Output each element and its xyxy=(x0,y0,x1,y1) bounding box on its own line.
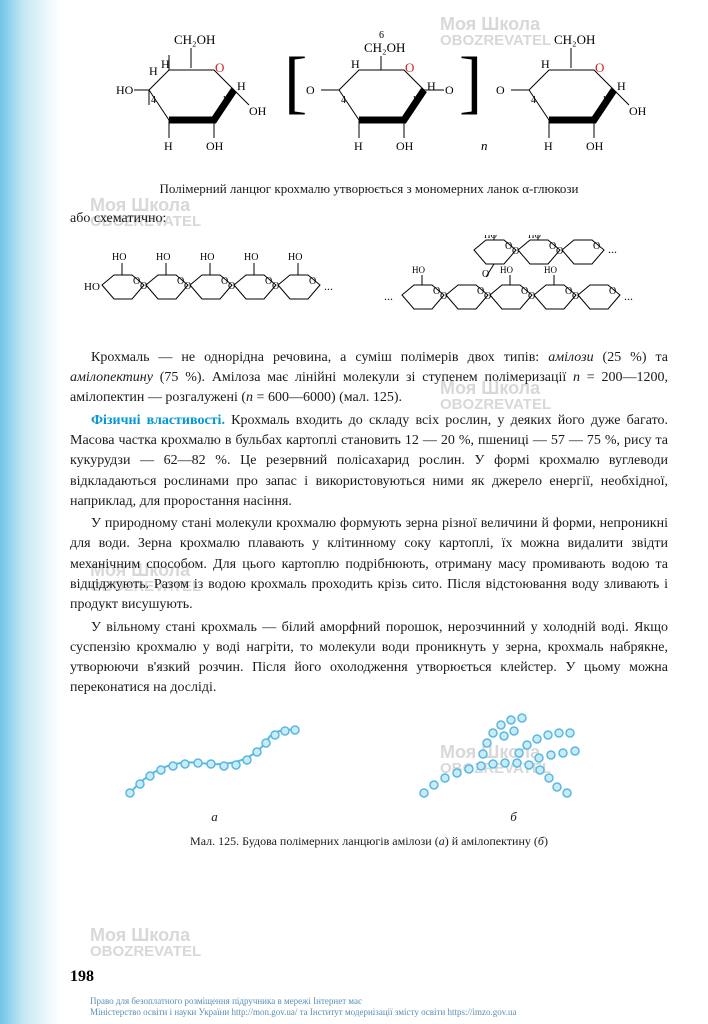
svg-text:O: O xyxy=(496,83,505,97)
svg-text:CH₂OH: CH₂OH xyxy=(364,40,405,55)
svg-text:...: ... xyxy=(324,279,333,293)
fig125-label-b: б xyxy=(409,808,619,827)
svg-text:HO: HO xyxy=(116,83,134,97)
page-content: CH₂OH O H H H H OH HO 4 1 OH xyxy=(0,0,708,880)
svg-text:HO: HO xyxy=(244,252,258,263)
svg-text:O: O xyxy=(528,291,535,302)
footer-line1: Право для безоплатного розміщення підруч… xyxy=(90,996,688,1007)
section-heading-phys: Фізичні властивості. xyxy=(91,413,225,428)
svg-text:O: O xyxy=(445,83,454,97)
footer-note: Право для безоплатного розміщення підруч… xyxy=(90,996,688,1018)
text-schematic: або схематично: xyxy=(70,209,668,229)
svg-text:...: ... xyxy=(608,242,617,256)
para-physprops: Фізичні властивості. Крохмаль входить до… xyxy=(70,411,668,512)
svg-text:O: O xyxy=(405,60,414,75)
svg-text:O: O xyxy=(184,281,191,292)
svg-text:...: ... xyxy=(384,289,393,303)
fig125-caption-text: Мал. 125. Будова полімерних ланцюгів амі… xyxy=(190,834,548,848)
svg-text:[: [ xyxy=(284,44,307,121)
page-number: 198 xyxy=(70,968,94,986)
caption-glucose: Полімерний ланцюг крохмалю утворюється з… xyxy=(70,180,668,199)
svg-text:1: 1 xyxy=(222,95,227,106)
fig125-caption: Мал. 125. Будова полімерних ланцюгів амі… xyxy=(70,833,668,850)
svg-text:OH: OH xyxy=(206,139,224,153)
svg-text:H: H xyxy=(149,64,158,78)
svg-text:O: O xyxy=(215,60,224,75)
svg-text:O: O xyxy=(595,60,604,75)
svg-text:O: O xyxy=(556,246,563,257)
svg-text:1: 1 xyxy=(602,95,607,106)
svg-text:H: H xyxy=(237,79,246,93)
amylopectin-chain-icon xyxy=(409,708,619,808)
para-types: Крохмаль — не однорідна речовина, а сумі… xyxy=(70,348,668,409)
svg-text:1: 1 xyxy=(412,95,417,106)
svg-text:4: 4 xyxy=(151,95,156,106)
svg-text:HO: HO xyxy=(528,235,541,240)
svg-text:CH₂OH: CH₂OH xyxy=(554,32,595,47)
fig125-label-a: а xyxy=(120,808,310,827)
svg-text:HO: HO xyxy=(288,252,302,263)
svg-text:CH₂OH: CH₂OH xyxy=(174,32,215,47)
svg-text:OH: OH xyxy=(586,139,604,153)
svg-text:]: ] xyxy=(459,44,482,121)
svg-text:OH: OH xyxy=(249,104,267,118)
svg-text:O: O xyxy=(272,281,279,292)
svg-text:O: O xyxy=(228,281,235,292)
svg-text:HO: HO xyxy=(412,265,425,275)
svg-text:H: H xyxy=(354,139,363,153)
svg-text:O: O xyxy=(440,291,447,302)
svg-text:H: H xyxy=(544,139,553,153)
glucose-diagram: CH₂OH O H H H H OH HO 4 1 OH xyxy=(70,30,668,172)
svg-text:OH: OH xyxy=(629,104,647,118)
svg-text:HO: HO xyxy=(156,252,170,263)
svg-text:O: O xyxy=(306,83,315,97)
svg-text:H: H xyxy=(427,79,436,93)
svg-text:O: O xyxy=(572,291,579,302)
svg-text:n: n xyxy=(481,138,488,153)
svg-text:O: O xyxy=(140,281,147,292)
figure-125: а xyxy=(70,717,668,827)
svg-text:O: O xyxy=(309,276,316,287)
svg-text:H: H xyxy=(351,57,360,71)
svg-text:O: O xyxy=(593,241,600,252)
para-freestate: У вільному стані крохмаль — білий аморфн… xyxy=(70,618,668,699)
svg-text:...: ... xyxy=(624,289,633,303)
watermark: OBOZREVATEL xyxy=(90,943,201,960)
svg-text:HO: HO xyxy=(84,281,100,293)
amylose-chain-icon xyxy=(120,718,310,808)
svg-text:O: O xyxy=(484,291,491,302)
svg-text:HO: HO xyxy=(112,252,126,263)
svg-text:H: H xyxy=(617,79,626,93)
svg-text:HO: HO xyxy=(484,235,497,240)
svg-text:O: O xyxy=(482,269,489,280)
svg-text:4: 4 xyxy=(341,95,346,106)
watermark: Моя Школа xyxy=(90,925,190,946)
svg-text:H: H xyxy=(164,139,173,153)
svg-text:HO: HO xyxy=(200,252,214,263)
para-grains: У природному стані молекули крохмалю фор… xyxy=(70,514,668,615)
svg-text:H: H xyxy=(541,57,550,71)
svg-text:HO: HO xyxy=(500,265,513,275)
svg-text:HO: HO xyxy=(544,265,557,275)
para-types-text: Крохмаль — не однорідна речовина, а сумі… xyxy=(70,350,668,406)
svg-text:4: 4 xyxy=(531,95,536,106)
svg-text:OH: OH xyxy=(396,139,414,153)
footer-line2: Міністерство освіти і науки України http… xyxy=(90,1007,688,1018)
svg-text:O: O xyxy=(512,246,519,257)
svg-text:O: O xyxy=(609,286,616,297)
polymer-chain-diagram: HO O HO O O HO O O HO xyxy=(70,235,668,337)
